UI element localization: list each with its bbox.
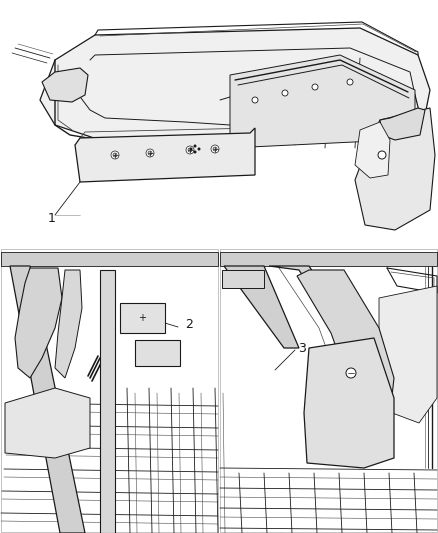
Text: 1: 1 bbox=[48, 212, 56, 224]
Polygon shape bbox=[100, 270, 115, 533]
Circle shape bbox=[213, 147, 217, 151]
Circle shape bbox=[252, 97, 258, 103]
Polygon shape bbox=[380, 108, 425, 140]
Text: 3: 3 bbox=[298, 342, 306, 354]
Circle shape bbox=[282, 90, 288, 96]
Circle shape bbox=[194, 150, 197, 154]
Circle shape bbox=[312, 84, 318, 90]
Polygon shape bbox=[55, 270, 82, 378]
Circle shape bbox=[148, 151, 152, 155]
Polygon shape bbox=[5, 388, 90, 458]
Polygon shape bbox=[355, 108, 435, 230]
Polygon shape bbox=[15, 268, 62, 378]
Polygon shape bbox=[269, 266, 384, 428]
Polygon shape bbox=[355, 122, 390, 178]
Polygon shape bbox=[10, 266, 85, 533]
Circle shape bbox=[113, 153, 117, 157]
Circle shape bbox=[190, 148, 192, 150]
Circle shape bbox=[211, 145, 219, 153]
Circle shape bbox=[146, 149, 154, 157]
Polygon shape bbox=[230, 55, 415, 148]
Circle shape bbox=[198, 148, 201, 150]
Circle shape bbox=[378, 151, 386, 159]
Circle shape bbox=[111, 151, 119, 159]
Polygon shape bbox=[220, 252, 437, 266]
Polygon shape bbox=[222, 270, 264, 288]
Polygon shape bbox=[120, 303, 165, 333]
Bar bbox=[220, 249, 437, 532]
Text: +: + bbox=[138, 313, 146, 323]
Polygon shape bbox=[1, 252, 218, 266]
Polygon shape bbox=[297, 270, 394, 428]
Circle shape bbox=[194, 144, 197, 148]
Text: 2: 2 bbox=[185, 319, 193, 332]
Polygon shape bbox=[304, 338, 394, 468]
Circle shape bbox=[347, 79, 353, 85]
Polygon shape bbox=[42, 68, 88, 102]
Bar bbox=[1, 249, 218, 532]
Polygon shape bbox=[379, 286, 437, 423]
Polygon shape bbox=[224, 266, 299, 348]
Polygon shape bbox=[40, 28, 430, 148]
Circle shape bbox=[188, 148, 192, 152]
Circle shape bbox=[186, 146, 194, 154]
Polygon shape bbox=[75, 128, 255, 182]
Circle shape bbox=[346, 368, 356, 378]
Polygon shape bbox=[135, 340, 180, 366]
